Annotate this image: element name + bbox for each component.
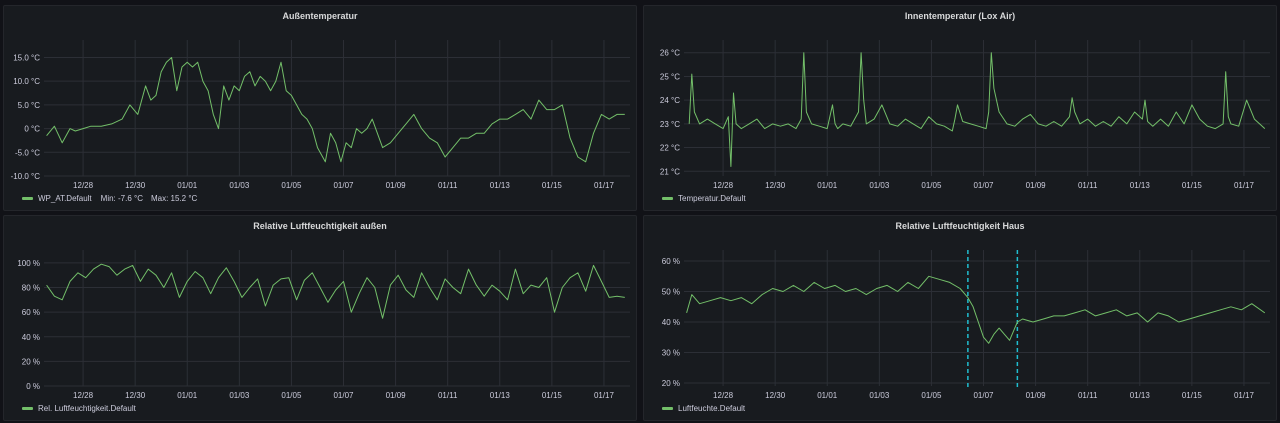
- x-tick-label: 01/03: [869, 391, 890, 400]
- y-tick-label: 20 %: [22, 357, 40, 366]
- y-tick-label: 24 °C: [660, 96, 680, 105]
- x-tick-label: 01/15: [1182, 391, 1203, 400]
- y-tick-label: 80 %: [22, 284, 40, 293]
- x-tick-label: 01/05: [281, 181, 302, 190]
- x-tick-label: 01/13: [490, 391, 511, 400]
- y-tick-label: 15.0 °C: [13, 53, 40, 62]
- x-tick-label: 12/30: [765, 391, 786, 400]
- x-tick-label: 01/01: [817, 391, 838, 400]
- x-tick-label: 12/28: [73, 181, 94, 190]
- y-tick-label: 50 %: [662, 288, 680, 297]
- y-tick-label: 100 %: [17, 259, 40, 268]
- chart-luftfeuchtigkeit-aussen[interactable]: 100 % 80 % 60 % 40 % 20 % 0 % 12/28 12/30 01/01 0…: [4, 216, 638, 422]
- legend-max: Max: 15.2 °C: [150, 194, 198, 203]
- legend[interactable]: Temperatur.Default: [662, 194, 746, 203]
- y-tick-label: 30 %: [662, 348, 680, 357]
- series-line: [46, 57, 625, 163]
- x-tick-label: 01/11: [1078, 391, 1098, 400]
- panel-title[interactable]: Innentemperatur (Lox Air): [904, 11, 1016, 21]
- x-tick-label: 01/13: [1130, 181, 1151, 190]
- x-tick-label: 01/03: [229, 181, 250, 190]
- x-tick-label: 01/01: [177, 391, 198, 400]
- legend[interactable]: Luftfeuchte.Default: [662, 404, 745, 413]
- x-tick-label: 12/30: [765, 181, 786, 190]
- x-tick-label: 01/17: [594, 391, 615, 400]
- x-tick-label: 01/09: [386, 391, 407, 400]
- legend-series-name: Luftfeuchte.Default: [678, 404, 746, 413]
- x-tick-label: 01/07: [333, 391, 354, 400]
- legend-series-name: Temperatur.Default: [678, 194, 746, 203]
- y-tick-label: 26 °C: [660, 49, 680, 58]
- x-tick-label: 01/17: [1234, 391, 1255, 400]
- panel-luftfeuchtigkeit-aussen[interactable]: Relative Luftfeuchtigkeit außen 100 % 80 …: [3, 215, 637, 421]
- x-tick-label: 01/15: [542, 391, 563, 400]
- panel-luftfeuchtigkeit-haus[interactable]: Relative Luftfeuchtigkeit Haus 60 % 50 % 4…: [643, 215, 1277, 421]
- y-tick-label: 40 %: [662, 318, 680, 327]
- legend-min: Min: -7.6 °C: [100, 194, 143, 203]
- y-tick-label: 0 %: [26, 382, 40, 391]
- x-tick-label: 01/05: [281, 391, 302, 400]
- panel-title[interactable]: Relative Luftfeuchtigkeit Haus: [895, 221, 1025, 231]
- legend-swatch: [22, 407, 33, 410]
- y-tick-label: -10.0 °C: [11, 172, 41, 181]
- panel-innentemperatur[interactable]: Innentemperatur (Lox Air) 26 °C 25 °C 24 °…: [643, 5, 1277, 211]
- panel-title[interactable]: Außentemperatur: [282, 11, 358, 21]
- legend-swatch: [662, 407, 673, 410]
- y-tick-label: 10.0 °C: [13, 77, 40, 86]
- x-tick-label: 01/17: [1234, 181, 1255, 190]
- y-tick-label: 5.0 °C: [18, 101, 41, 110]
- y-tick-label: 20 %: [662, 379, 680, 388]
- legend-series-name: WP_AT.Default: [38, 194, 92, 203]
- legend-series-name: Rel. Luftfeuchtigkeit.Default: [38, 404, 136, 413]
- x-tick-label: 01/17: [594, 181, 615, 190]
- x-tick-label: 12/28: [713, 391, 734, 400]
- series-line: [46, 263, 625, 319]
- chart-innentemperatur[interactable]: 26 °C 25 °C 24 °C 23 °C 22 °C 21 °C 12/28 12/30…: [644, 6, 1278, 212]
- series-line: [688, 52, 1266, 167]
- x-tick-label: 01/09: [1026, 391, 1047, 400]
- panel-title[interactable]: Relative Luftfeuchtigkeit außen: [253, 221, 387, 231]
- x-tick-label: 01/13: [1130, 391, 1151, 400]
- x-tick-label: 01/07: [973, 181, 994, 190]
- x-tick-label: 01/15: [542, 181, 563, 190]
- x-tick-label: 01/15: [1182, 181, 1203, 190]
- x-tick-label: 01/09: [1026, 181, 1047, 190]
- y-tick-label: 21 °C: [660, 167, 680, 176]
- chart-aussentemperatur[interactable]: 15.0 °C 10.0 °C 5.0 °C 0 °C -5.0 °C -10.0 °C 1…: [4, 6, 638, 212]
- panel-aussentemperatur[interactable]: Außentemperatur 15.0 °C 10.0 °C 5.0 °C 0 °C…: [3, 5, 637, 211]
- legend[interactable]: Rel. Luftfeuchtigkeit.Default: [22, 404, 136, 413]
- y-tick-label: 0 °C: [24, 125, 40, 134]
- x-tick-label: 01/03: [229, 391, 250, 400]
- x-tick-label: 01/11: [1078, 181, 1098, 190]
- legend-swatch: [662, 197, 673, 200]
- x-tick-label: 12/28: [73, 391, 94, 400]
- y-tick-label: -5.0 °C: [15, 148, 40, 157]
- y-tick-label: 60 %: [22, 308, 40, 317]
- y-tick-label: 23 °C: [660, 120, 680, 129]
- x-tick-label: 12/30: [125, 181, 146, 190]
- y-tick-label: 25 °C: [660, 72, 680, 81]
- legend[interactable]: WP_AT.Default Min: -7.6 °C Max: 15.2 °C: [22, 194, 197, 203]
- x-tick-label: 01/07: [973, 391, 994, 400]
- series-line: [686, 275, 1266, 344]
- x-tick-label: 01/01: [177, 181, 198, 190]
- x-tick-label: 01/05: [921, 391, 942, 400]
- x-tick-label: 01/09: [386, 181, 407, 190]
- x-tick-label: 01/11: [438, 181, 458, 190]
- x-tick-label: 01/07: [333, 181, 354, 190]
- x-tick-label: 01/03: [869, 181, 890, 190]
- legend-swatch: [22, 197, 33, 200]
- y-tick-label: 60 %: [662, 257, 680, 266]
- y-tick-label: 40 %: [22, 333, 40, 342]
- x-tick-label: 01/05: [921, 181, 942, 190]
- x-tick-label: 01/13: [490, 181, 511, 190]
- x-tick-label: 01/11: [438, 391, 458, 400]
- chart-luftfeuchtigkeit-haus[interactable]: 60 % 50 % 40 % 30 % 20 % 12/28 12/30 01/01 01/03…: [644, 216, 1278, 422]
- x-tick-label: 12/28: [713, 181, 734, 190]
- x-tick-label: 01/01: [817, 181, 838, 190]
- x-tick-label: 12/30: [125, 391, 146, 400]
- y-tick-label: 22 °C: [660, 144, 680, 153]
